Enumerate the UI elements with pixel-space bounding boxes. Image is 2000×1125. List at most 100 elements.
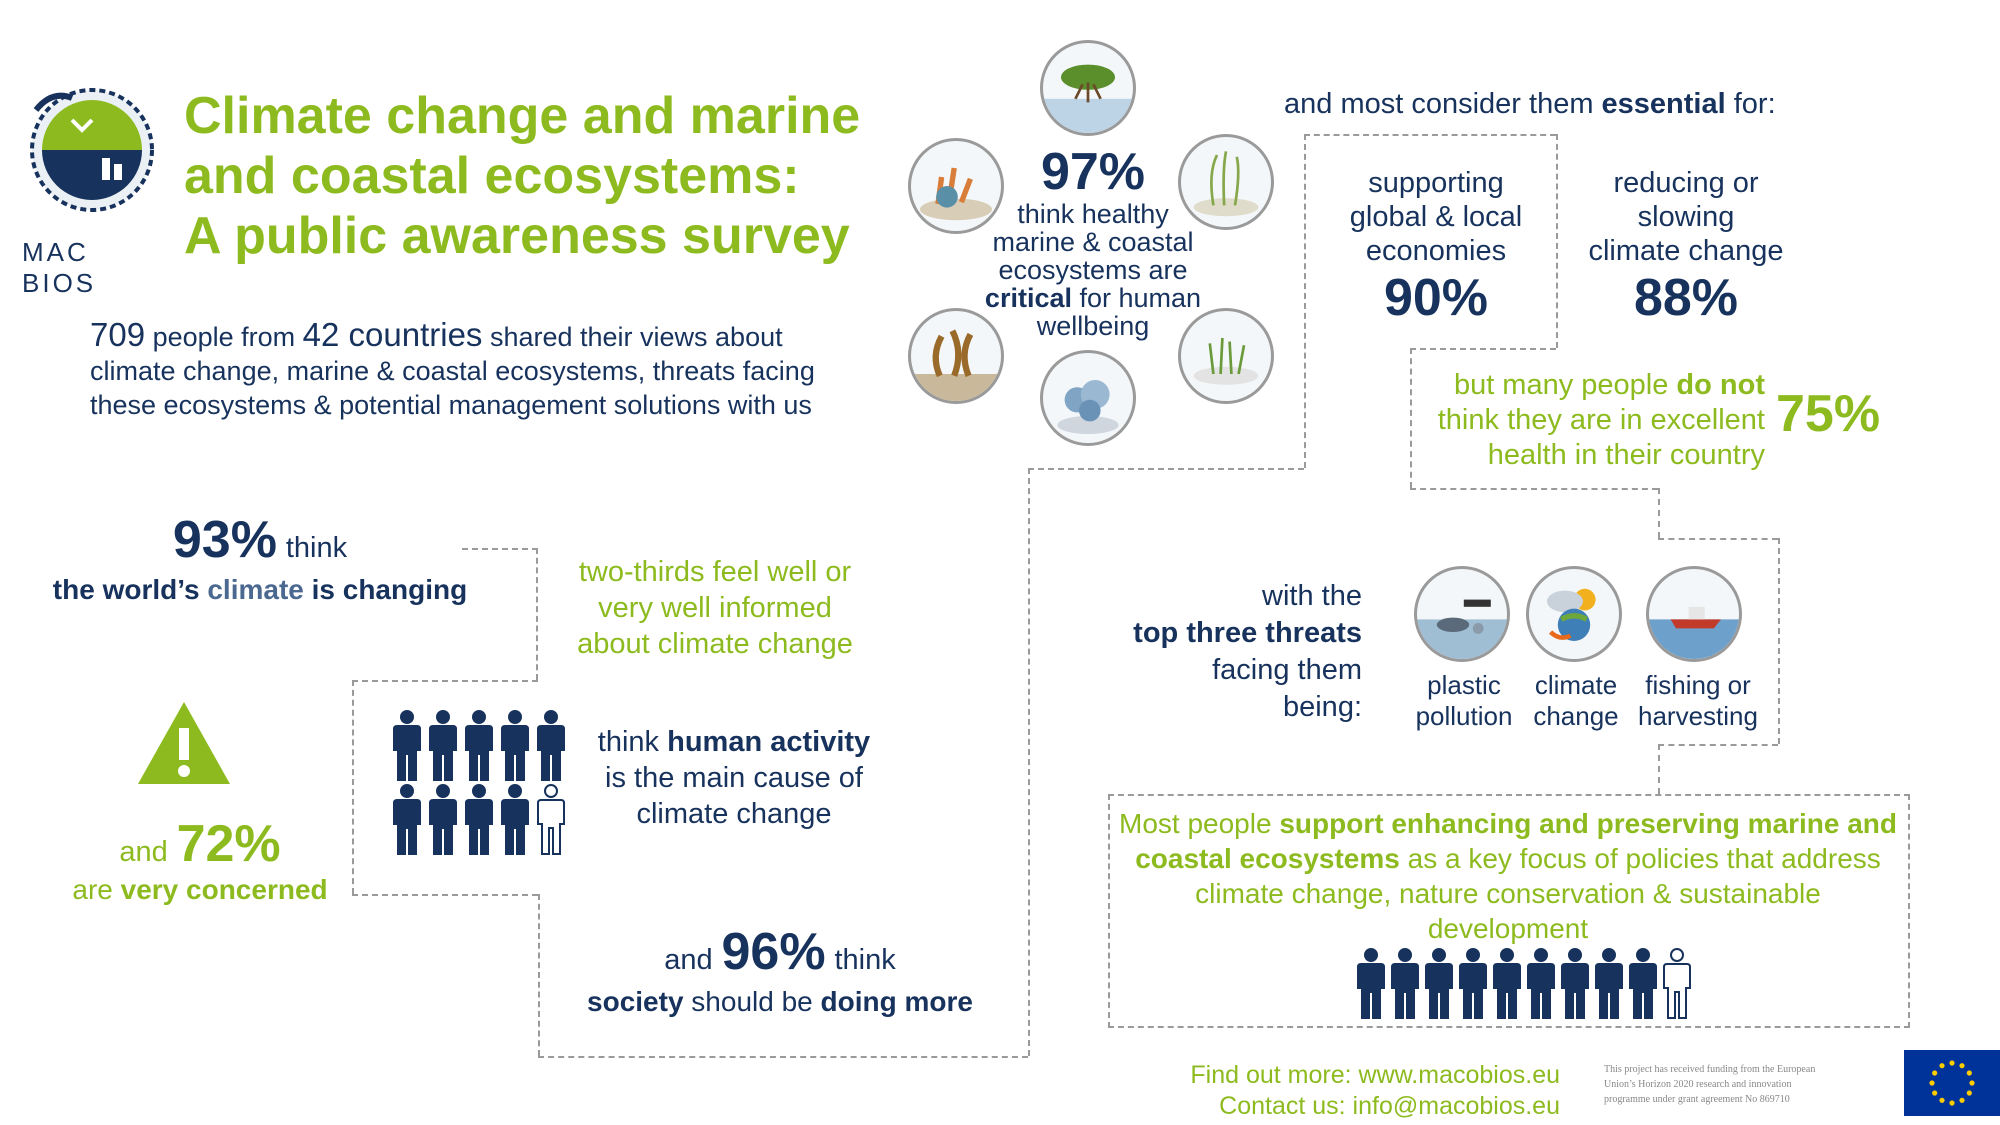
stat-75: but many people do not think they are in… <box>1420 368 1765 473</box>
divider <box>536 548 538 680</box>
title-line-2: and coastal ecosystems: <box>184 147 800 205</box>
footer-links: Find out more: www.macobios.eu Contact u… <box>1160 1060 1560 1122</box>
person-icon <box>393 784 421 855</box>
person-icon <box>1459 948 1487 1019</box>
divider <box>1410 348 1556 350</box>
eu-star <box>1966 1070 1972 1076</box>
participant-count: 709 <box>90 316 146 353</box>
divider <box>1028 468 1030 1056</box>
divider <box>538 1056 1028 1058</box>
support-text-part: as a key focus of policies that address <box>1399 843 1881 874</box>
people-row-icon <box>1356 946 1706 1027</box>
warning-icon <box>134 698 234 788</box>
human-line: climate change <box>636 798 832 830</box>
person-icon <box>1493 948 1521 1019</box>
stat-72-value: 72% <box>176 815 281 873</box>
country-count: 42 countries <box>302 316 483 353</box>
person-icon <box>1391 948 1419 1019</box>
informed-line: about climate change <box>577 628 853 660</box>
divider <box>1658 488 1660 538</box>
stat-96-and: and <box>664 944 713 976</box>
stat-88: reducing or slowing climate change 88% <box>1566 166 1806 328</box>
essential-text: and most consider them <box>1284 88 1602 120</box>
divider <box>352 894 538 896</box>
support-line: climate change, nature conservation & su… <box>1195 878 1821 909</box>
divider <box>1658 538 1778 540</box>
human-bold: human activity <box>667 726 871 758</box>
stat-90-value: 90% <box>1383 269 1489 327</box>
eu-star <box>1969 1080 1975 1086</box>
intro-text-part: shared their views about <box>482 322 783 352</box>
divider <box>1304 134 1306 468</box>
stat-88-value: 88% <box>1633 269 1739 327</box>
climate-change-icon <box>1526 566 1622 662</box>
intro-text: 709 people from 42 countries shared thei… <box>90 318 815 422</box>
person-icon <box>465 784 493 855</box>
divider <box>1658 744 1778 746</box>
stat-88-line: slowing <box>1637 201 1735 233</box>
coral-icon <box>908 138 1004 234</box>
person-icon <box>429 710 457 781</box>
funding-line: Union’s Horizon 2020 research and innova… <box>1604 1079 1792 1090</box>
stat-96-doing: doing more <box>820 986 973 1017</box>
eu-star <box>1959 1063 1965 1069</box>
stat-96-think: think <box>834 944 896 976</box>
stat-72-bold: very concerned <box>120 874 328 905</box>
eu-flag-icon <box>1904 1050 2000 1116</box>
stat-96-value: 96% <box>721 923 826 981</box>
support-box <box>1108 794 1910 1028</box>
divider <box>538 894 540 1056</box>
divider <box>1556 134 1558 348</box>
essential-bold: essential <box>1601 88 1726 120</box>
stat-97-critical: critical <box>984 283 1072 313</box>
threats-line: with the <box>1262 580 1362 612</box>
divider <box>1410 348 1412 488</box>
stat-97-line: ecosystems are <box>998 255 1188 285</box>
eu-star <box>1932 1090 1938 1096</box>
threat-label-line: pollution <box>1415 701 1513 731</box>
person-icon <box>393 710 421 781</box>
person-icon <box>1663 948 1691 1019</box>
funding-text: This project has received funding from t… <box>1604 1062 1894 1107</box>
contact-email-link[interactable]: Contact us: info@macobios.eu <box>1219 1092 1560 1120</box>
support-text-part: Most people <box>1119 808 1280 839</box>
stat-90-line: global & local <box>1349 201 1523 233</box>
person-icon <box>501 784 529 855</box>
eu-star <box>1929 1080 1935 1086</box>
essential-heading: and most consider them essential for: <box>1284 88 1776 121</box>
divider <box>1304 134 1556 136</box>
stat-75-text: but many people <box>1453 369 1677 401</box>
stat-72-text: are <box>72 874 121 905</box>
website-link[interactable]: Find out more: www.macobios.eu <box>1190 1061 1560 1089</box>
deep-coral-icon <box>1040 350 1136 446</box>
title-line-3: A public awareness survey <box>184 207 850 265</box>
stat-97-line: marine & coastal <box>992 227 1194 257</box>
stat-96: and 96% think society should be doing mo… <box>560 922 1000 1018</box>
human-think: think <box>597 726 668 758</box>
stat-90: supporting global & local economies 90% <box>1316 166 1556 328</box>
stat-90-line: economies <box>1365 235 1507 267</box>
kelp-icon <box>908 308 1004 404</box>
person-icon <box>1357 948 1385 1019</box>
stat-93: 93% think the world’s climate is changin… <box>40 510 480 606</box>
stat-88-line: climate change <box>1588 235 1784 267</box>
stat-93-climate: climate <box>207 574 304 605</box>
essential-text: for: <box>1725 88 1776 120</box>
mangrove-icon <box>1040 40 1136 136</box>
eu-star <box>1939 1063 1945 1069</box>
intro-line-3: these ecosystems & potential management … <box>90 390 812 420</box>
divider <box>462 548 538 550</box>
person-icon <box>429 784 457 855</box>
threats-bold: top three threats <box>1133 617 1362 649</box>
divider <box>352 680 354 894</box>
person-icon <box>537 710 565 781</box>
person-icon <box>465 710 493 781</box>
funding-line: This project has received funding from t… <box>1604 1064 1816 1075</box>
threat-label-line: fishing or <box>1645 670 1751 700</box>
eu-star <box>1966 1090 1972 1096</box>
person-icon <box>537 784 565 855</box>
page-title: Climate change and marine and coastal ec… <box>184 86 860 266</box>
support-line: development <box>1427 913 1589 944</box>
logo-text: MAC BIOS <box>22 237 97 298</box>
stat-88-line: reducing or <box>1613 167 1759 199</box>
